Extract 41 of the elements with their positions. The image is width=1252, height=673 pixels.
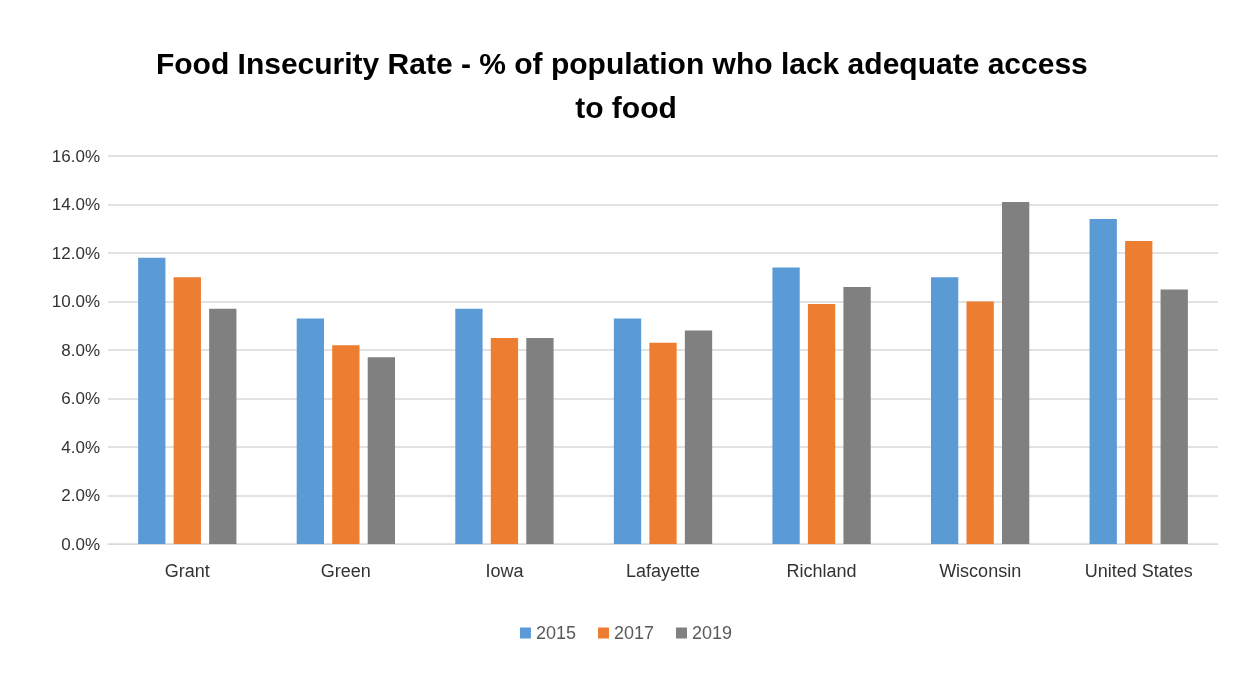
bar: [772, 267, 800, 544]
bar: [843, 286, 871, 544]
bar: [367, 357, 396, 544]
bar: [1001, 202, 1030, 544]
y-tick-label: 0.0%: [61, 534, 100, 554]
y-tick-label: 16.0%: [51, 146, 100, 166]
bar: [455, 308, 483, 544]
bar: [490, 337, 519, 544]
bar: [209, 308, 237, 544]
bar: [526, 337, 554, 544]
bar: [1160, 289, 1188, 544]
x-tick-label: Lafayette: [625, 561, 701, 581]
legend-label: 2019: [692, 623, 733, 643]
bar: [684, 330, 713, 544]
legend-label: 2015: [535, 623, 576, 643]
y-tick-label: 6.0%: [61, 389, 100, 408]
bar: [332, 345, 360, 544]
x-tick-label: United States: [1084, 561, 1193, 581]
chart-title: Food Insecurity Rate - % of population who lack adequate access to food: [155, 46, 1097, 124]
x-tick-label: Grant: [164, 561, 210, 581]
bar: [966, 301, 994, 544]
bar: [807, 303, 836, 544]
bar: [138, 257, 166, 544]
y-tick-label: 12.0%: [51, 243, 100, 263]
y-tick-label: 14.0%: [51, 195, 100, 214]
bar: [649, 342, 677, 544]
y-tick-label: 2.0%: [61, 486, 100, 505]
bar: [613, 318, 642, 544]
x-tick-label: Wisconsin: [939, 561, 1022, 581]
bar: [930, 277, 959, 544]
bar: [1125, 240, 1153, 544]
bar: [173, 277, 201, 544]
bar: [1089, 219, 1117, 544]
x-tick-label: Green: [320, 561, 371, 581]
x-tick-label: Richland: [786, 561, 857, 581]
y-tick-label: 4.0%: [61, 437, 100, 457]
x-tick-label: Iowa: [485, 561, 525, 581]
y-tick-label: 10.0%: [51, 292, 100, 311]
bar: [296, 318, 325, 544]
y-tick-label: 8.0%: [61, 340, 100, 360]
legend-label: 2017: [613, 623, 655, 643]
